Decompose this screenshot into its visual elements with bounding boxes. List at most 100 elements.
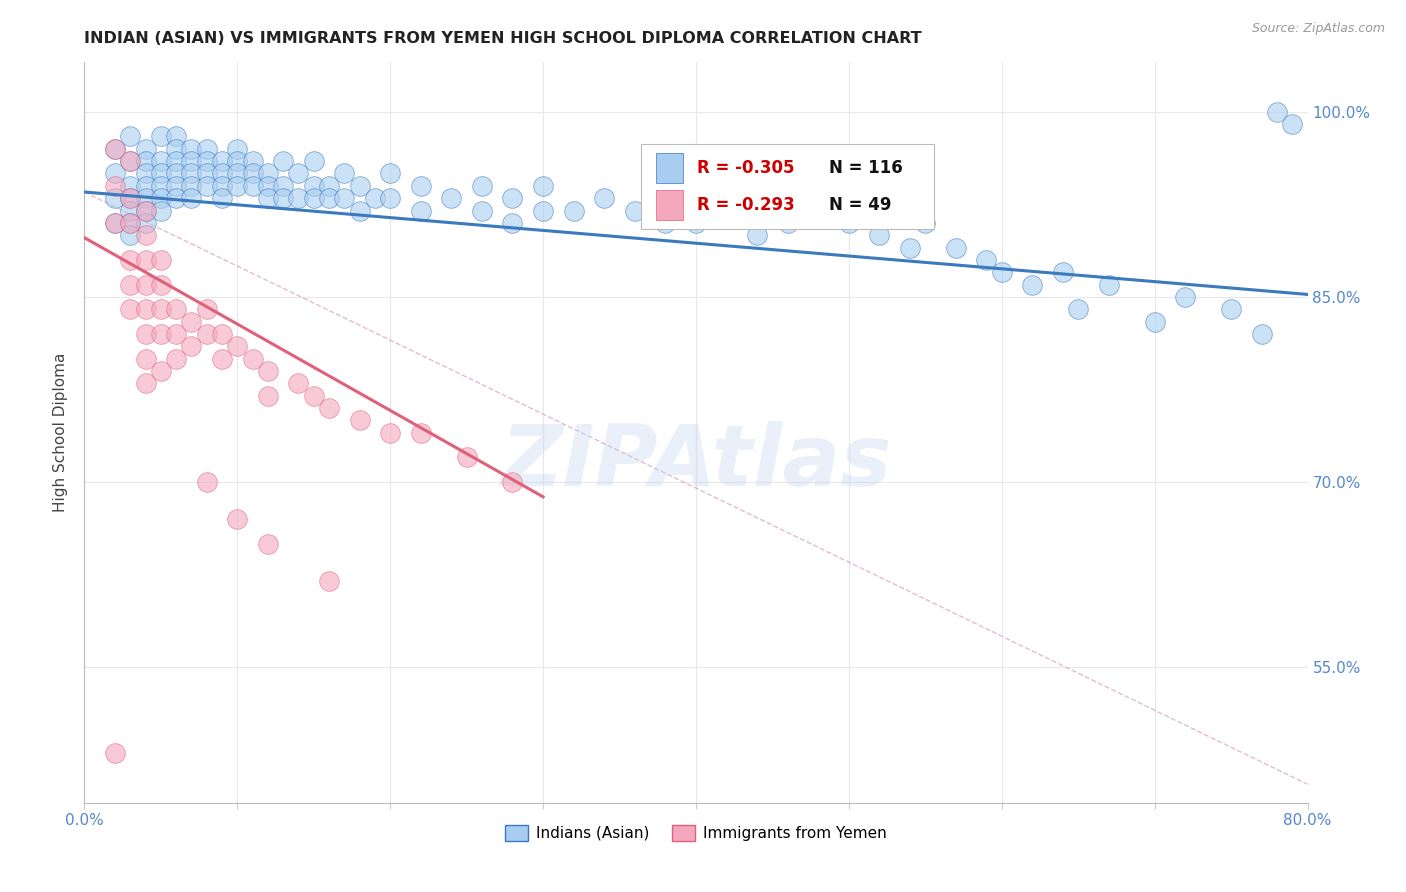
Point [349, 178, 371, 193]
Point [180, 142, 202, 156]
Point [257, 364, 280, 378]
Point [104, 167, 127, 181]
Point [945, 240, 967, 255]
Point [1281, 117, 1303, 131]
Point [180, 154, 202, 169]
Point [271, 154, 294, 169]
Point [287, 191, 309, 205]
Point [180, 167, 202, 181]
Point [165, 302, 187, 317]
Point [409, 178, 432, 193]
Point [380, 425, 402, 440]
Point [149, 302, 172, 317]
Point [165, 142, 187, 156]
Text: N = 116: N = 116 [830, 159, 903, 177]
Point [211, 351, 233, 366]
Point [180, 191, 202, 205]
Point [380, 167, 402, 181]
Point [271, 191, 294, 205]
Point [149, 191, 172, 205]
Point [120, 277, 142, 292]
Point [149, 178, 172, 193]
Point [149, 252, 172, 267]
Point [149, 203, 172, 218]
Y-axis label: High School Diploma: High School Diploma [52, 353, 67, 512]
Point [1250, 326, 1272, 341]
Point [349, 413, 371, 427]
Point [165, 326, 187, 341]
Point [1174, 290, 1197, 304]
Point [104, 216, 127, 230]
Point [104, 142, 127, 156]
Point [257, 389, 280, 403]
Point [211, 178, 233, 193]
Point [226, 512, 249, 526]
Point [685, 191, 707, 205]
Point [502, 475, 524, 489]
Point [1265, 104, 1288, 119]
Legend: Indians (Asian), Immigrants from Yemen: Indians (Asian), Immigrants from Yemen [499, 819, 893, 847]
Point [898, 240, 921, 255]
Point [976, 252, 998, 267]
Text: R = -0.305: R = -0.305 [697, 159, 794, 177]
Point [685, 216, 707, 230]
Point [1021, 277, 1043, 292]
Point [242, 351, 264, 366]
Point [180, 315, 202, 329]
Point [914, 216, 936, 230]
Point [562, 203, 585, 218]
Point [257, 178, 280, 193]
Point [531, 203, 554, 218]
Point [135, 351, 157, 366]
Point [120, 191, 142, 205]
Point [1220, 302, 1243, 317]
Text: ZIPAtlas: ZIPAtlas [501, 421, 891, 504]
Point [456, 450, 478, 465]
Point [502, 216, 524, 230]
Point [242, 178, 264, 193]
Point [226, 178, 249, 193]
Point [716, 203, 738, 218]
Point [226, 154, 249, 169]
Point [104, 142, 127, 156]
Point [380, 191, 402, 205]
Point [149, 277, 172, 292]
Point [120, 154, 142, 169]
Point [149, 129, 172, 144]
Point [165, 167, 187, 181]
Point [654, 216, 676, 230]
Point [120, 252, 142, 267]
Point [302, 154, 325, 169]
Point [349, 203, 371, 218]
Point [333, 191, 356, 205]
Point [149, 154, 172, 169]
Point [135, 167, 157, 181]
Point [135, 203, 157, 218]
Point [104, 216, 127, 230]
Point [135, 191, 157, 205]
Point [440, 191, 463, 205]
Point [135, 326, 157, 341]
Point [257, 537, 280, 551]
Point [149, 364, 172, 378]
Point [318, 401, 340, 415]
Point [195, 167, 218, 181]
Point [104, 747, 127, 761]
Point [165, 351, 187, 366]
Point [135, 216, 157, 230]
Point [120, 228, 142, 243]
Point [318, 191, 340, 205]
Point [180, 178, 202, 193]
Point [531, 178, 554, 193]
Point [120, 178, 142, 193]
Point [135, 376, 157, 391]
Point [807, 203, 830, 218]
Point [1143, 315, 1166, 329]
Point [135, 228, 157, 243]
Point [135, 203, 157, 218]
Text: INDIAN (ASIAN) VS IMMIGRANTS FROM YEMEN HIGH SCHOOL DIPLOMA CORRELATION CHART: INDIAN (ASIAN) VS IMMIGRANTS FROM YEMEN … [84, 31, 922, 46]
Point [149, 167, 172, 181]
Point [195, 142, 218, 156]
Point [1052, 265, 1074, 279]
FancyBboxPatch shape [655, 190, 682, 220]
